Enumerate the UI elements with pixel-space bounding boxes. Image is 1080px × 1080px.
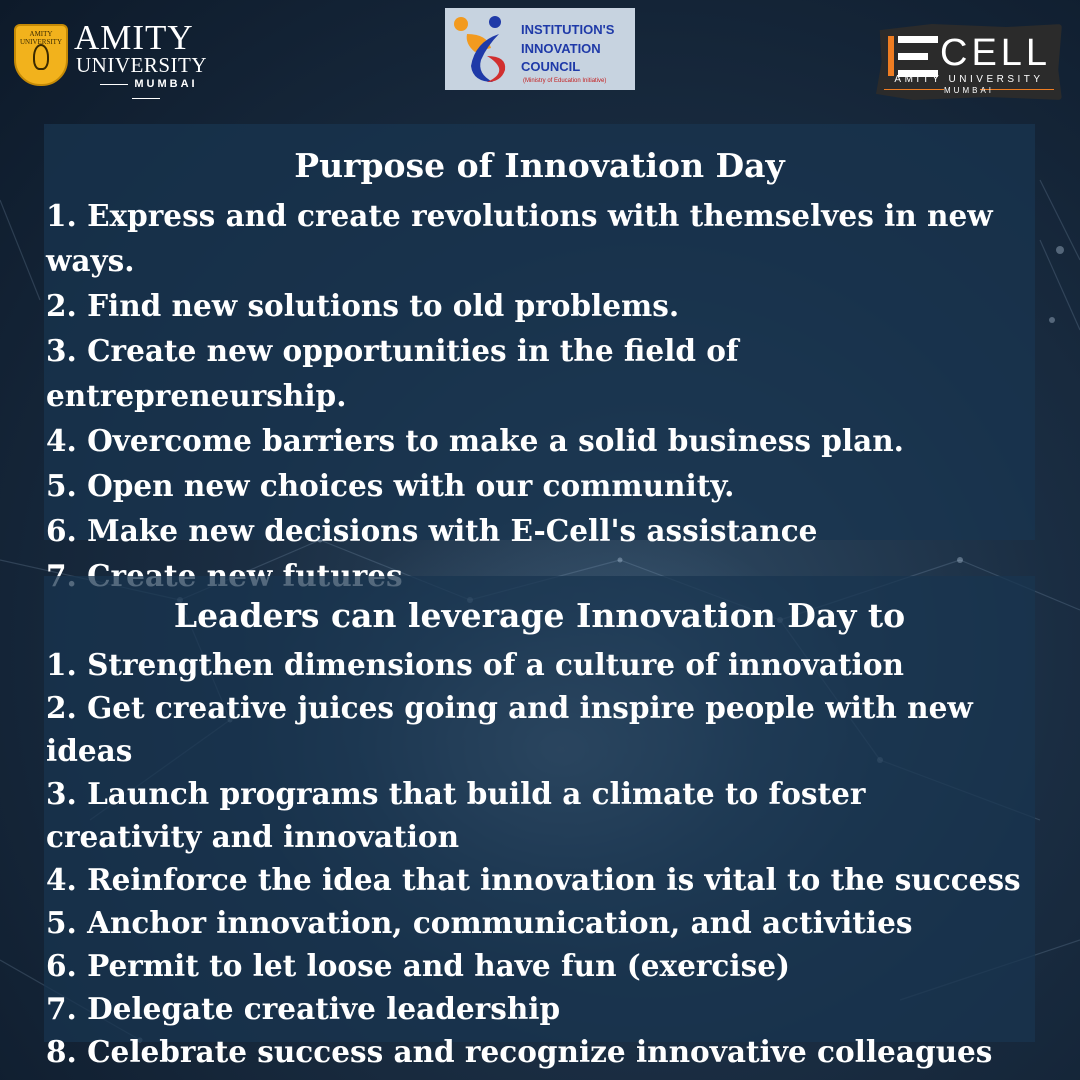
ecell-logo: CELL AMITY UNIVERSITY MUMBAI	[876, 24, 1062, 100]
list-item: 7. Delegate creative leadership	[46, 991, 561, 1026]
ecell-sub1: AMITY UNIVERSITY	[894, 74, 1044, 85]
amity-shield-icon: AMITY UNIVERSITY	[14, 24, 68, 86]
iic-note: (Ministry of Education Initiative)	[523, 78, 607, 84]
purpose-panel: Purpose of Innovation Day 1. Express and…	[44, 124, 1035, 593]
ecell-e-icon	[898, 36, 938, 77]
list-item: 4. Overcome barriers to make a solid bus…	[46, 423, 904, 458]
list-item: 6. Permit to let loose and have fun (exe…	[46, 948, 790, 983]
list-item: 6. Make new decisions with E-Cell's assi…	[46, 513, 818, 548]
leaders-panel: Leaders can leverage Innovation Day to 1…	[44, 576, 1035, 1069]
amity-campus-text: MUMBAI	[76, 77, 216, 105]
amity-campus-label: MUMBAI	[134, 78, 198, 90]
leaders-list: 1. Strengthen dimensions of a culture of…	[44, 643, 1035, 1073]
list-item: 3. Create new opportunities in the field…	[46, 333, 739, 413]
iic-logo: INSTITUTION'S INNOVATION COUNCIL (Minist…	[445, 8, 635, 90]
purpose-title: Purpose of Innovation Day	[294, 146, 785, 185]
iic-line3: COUNCIL	[521, 59, 581, 74]
ecell-sub2: MUMBAI	[944, 86, 994, 95]
list-item: 2. Find new solutions to old problems.	[46, 288, 680, 323]
list-item: 1. Strengthen dimensions of a culture of…	[46, 647, 904, 682]
amity-shield-text: AMITY UNIVERSITY	[20, 30, 62, 46]
list-item: 1. Express and create revolutions with t…	[46, 198, 993, 278]
iic-line2: INNOVATION	[521, 41, 601, 56]
list-item: 5. Anchor innovation, communication, and…	[46, 905, 913, 940]
amity-university-logo: AMITY UNIVERSITY AMITY UNIVERSITY MUMBAI	[14, 20, 209, 92]
amity-name: AMITY	[74, 18, 194, 57]
ecell-orange-bar	[888, 36, 894, 76]
amity-emblem-icon	[33, 44, 49, 70]
iic-line1: INSTITUTION'S	[521, 22, 615, 37]
list-item: 3. Launch programs that build a climate …	[46, 776, 866, 854]
list-item: 2. Get creative juices going and inspire…	[46, 690, 973, 768]
leaders-title: Leaders can leverage Innovation Day to	[173, 596, 906, 635]
purpose-list: 1. Express and create revolutions with t…	[44, 193, 1035, 598]
ecell-name: CELL	[940, 32, 1052, 74]
amity-university-text: UNIVERSITY	[76, 53, 207, 77]
list-item: 4. Reinforce the idea that innovation is…	[46, 862, 1021, 897]
ecell-underline-right	[980, 89, 1054, 90]
ecell-underline-left	[884, 89, 944, 90]
list-item: 5. Open new choices with our community.	[46, 468, 735, 503]
iic-emblem-icon	[454, 16, 506, 82]
list-item: 8. Celebrate success and recognize innov…	[46, 1034, 993, 1069]
